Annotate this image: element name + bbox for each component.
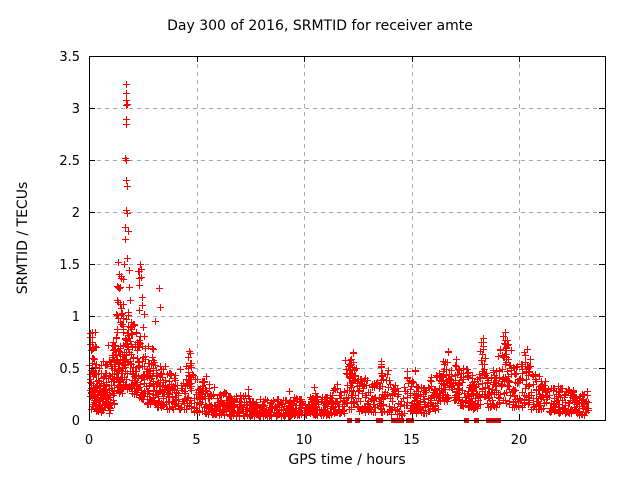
data-points — [86, 81, 592, 420]
y-tick-label: 3 — [72, 102, 80, 117]
y-tick-label: 2.5 — [59, 154, 80, 169]
tick-labels: 0 5 10 15 20 0 0.5 1 1.5 2 2.5 3 3.5 — [59, 50, 527, 448]
y-tick-label: 1 — [72, 310, 80, 325]
y-tick-label: 3.5 — [59, 50, 80, 65]
plot-border — [89, 56, 606, 421]
y-tick-label: 0.5 — [59, 362, 80, 377]
x-tick-label: 10 — [296, 433, 313, 448]
x-tick-label: 5 — [192, 433, 200, 448]
y-tick-label: 2 — [72, 206, 80, 221]
x-tick-label: 0 — [85, 433, 93, 448]
x-axis-label: GPS time / hours — [288, 452, 405, 468]
x-tick-label: 20 — [511, 433, 528, 448]
y-tick-label: 1.5 — [59, 258, 80, 273]
y-axis-label: SRMTID / TECUs — [15, 182, 31, 295]
scatter-plus-markers — [86, 81, 592, 420]
x-tick-label: 15 — [403, 433, 420, 448]
chart-title: Day 300 of 2016, SRMTID for receiver amt… — [167, 18, 473, 34]
y-tick-label: 0 — [72, 414, 80, 429]
axis-ticks — [89, 56, 605, 421]
